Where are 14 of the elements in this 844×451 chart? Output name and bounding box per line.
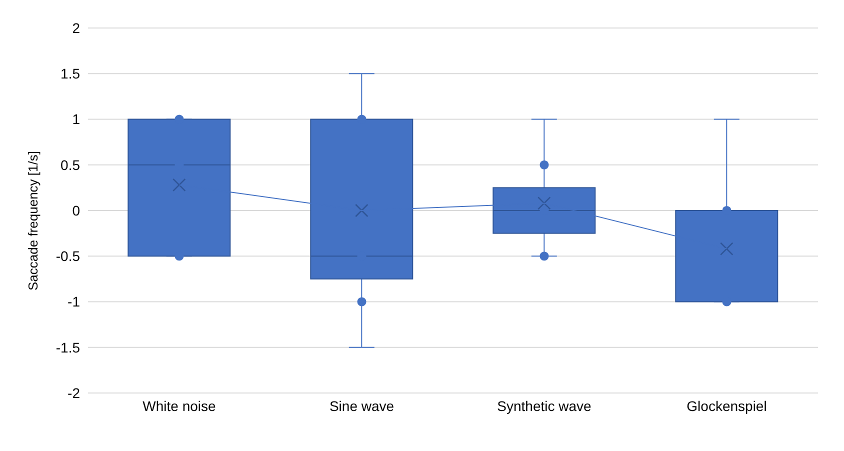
x-tick-label: Synthetic wave (497, 398, 592, 414)
y-axis-title: Saccade frequency [1/s] (26, 151, 41, 290)
y-tick-label: 0.5 (60, 156, 80, 173)
y-tick-label: -0.5 (56, 248, 80, 264)
y-tick-label: 1.5 (60, 66, 80, 82)
y-tick-label: -1.5 (56, 339, 80, 356)
y-tick-label: -1 (68, 294, 80, 310)
x-tick-label: Sine wave (329, 398, 394, 414)
y-tick-label: 0 (72, 202, 80, 218)
y-tick-label: -2 (68, 384, 80, 401)
y-tick-label: 2 (72, 20, 80, 36)
x-tick-label: Glockenspiel (686, 398, 767, 414)
y-tick-label: 1 (72, 111, 80, 128)
x-tick-label: White noise (142, 398, 216, 414)
